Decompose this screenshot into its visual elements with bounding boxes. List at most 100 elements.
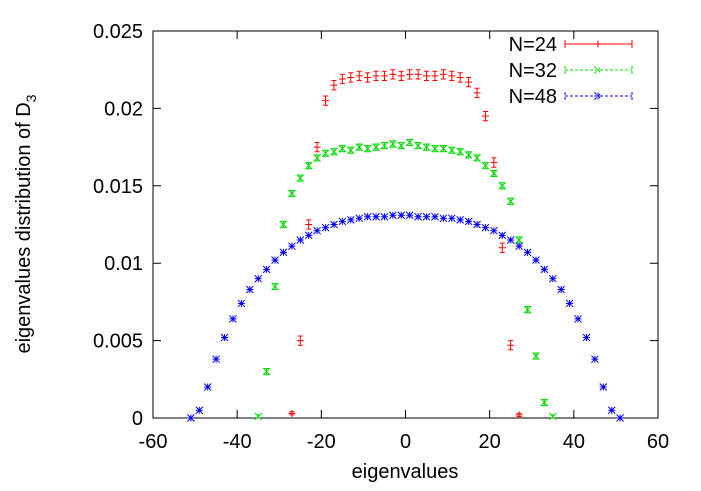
- data-point: [271, 256, 279, 264]
- y-tick-label: 0: [132, 408, 143, 430]
- legend-sample: [564, 40, 633, 48]
- data-point: [515, 242, 523, 251]
- data-point: [372, 212, 380, 221]
- data-point: [473, 154, 481, 162]
- data-point: [330, 220, 338, 229]
- y-tick-label: 0.01: [104, 253, 143, 275]
- data-point: [616, 414, 624, 422]
- data-point: [397, 141, 406, 150]
- data-point: [431, 212, 439, 221]
- data-point: [237, 299, 246, 308]
- data-point: [288, 409, 296, 417]
- data-point: [321, 149, 330, 158]
- x-tick-label: 40: [563, 431, 585, 453]
- data-point: [506, 197, 515, 206]
- data-point: [414, 69, 422, 80]
- data-point: [203, 383, 212, 391]
- data-point: [548, 274, 557, 283]
- data-point: [347, 72, 355, 83]
- data-point: [389, 69, 397, 80]
- data-point: [296, 335, 304, 346]
- data-point: [220, 333, 229, 342]
- data-point: [372, 70, 380, 82]
- data-point: [338, 217, 347, 226]
- data-point: [456, 72, 464, 83]
- data-point: [464, 150, 473, 159]
- data-point: [540, 398, 549, 407]
- data-point: [304, 231, 313, 240]
- data-point: [346, 216, 355, 224]
- data-point: [305, 219, 313, 230]
- data-point: [448, 70, 456, 82]
- data-point: [363, 212, 372, 221]
- data-point: [422, 212, 431, 221]
- data-point: [490, 226, 498, 235]
- data-point: [288, 242, 296, 251]
- data-point: [423, 70, 431, 82]
- data-point: [540, 265, 549, 274]
- x-axis-label: eigenvalues: [352, 461, 459, 483]
- data-point: [338, 144, 347, 153]
- data-point: [431, 70, 439, 82]
- data-point: [254, 274, 263, 283]
- data-point: [380, 212, 389, 221]
- data-point: [405, 211, 414, 220]
- data-point: [498, 242, 506, 253]
- data-point: [195, 406, 204, 415]
- data-point: [313, 141, 321, 153]
- data-point: [414, 212, 422, 221]
- data-point: [548, 412, 557, 421]
- y-tick-label: 0.015: [93, 176, 143, 198]
- data-point: [582, 333, 591, 342]
- data-point: [532, 352, 540, 360]
- x-tick-label: 0: [400, 431, 411, 453]
- data-point: [380, 141, 389, 150]
- plot-frame: [152, 30, 659, 419]
- data-point: [338, 73, 346, 85]
- y-tick-label: 0.025: [93, 21, 143, 43]
- data-point: [212, 355, 220, 364]
- legend-label: N=24: [509, 34, 557, 56]
- data-point: [245, 285, 254, 294]
- data-point: [473, 87, 481, 99]
- data-point: [187, 414, 195, 422]
- data-point: [296, 236, 305, 244]
- data-point: [414, 141, 422, 150]
- data-point: [355, 70, 363, 82]
- x-tick-label: -40: [223, 431, 252, 453]
- data-point: [473, 220, 481, 229]
- y-axis-label-main: eigenvalues distribution of D: [13, 102, 35, 353]
- data-point: [574, 315, 582, 323]
- data-point: [523, 248, 532, 257]
- data-point: [515, 411, 523, 419]
- y-tick-label: 0.02: [104, 98, 143, 120]
- data-point: [364, 72, 372, 83]
- data-point: [355, 143, 364, 151]
- data-point: [389, 140, 397, 148]
- data-point: [607, 406, 616, 415]
- data-point: [498, 231, 507, 240]
- legend-sample: [564, 92, 633, 100]
- legend-sample: [564, 66, 633, 74]
- data-point: [439, 214, 448, 223]
- data-point: [515, 236, 523, 244]
- legend-label: N=48: [509, 86, 557, 108]
- y-axis-label: eigenvalues distribution of D3: [13, 94, 39, 353]
- data-point: [262, 367, 271, 376]
- data-point: [456, 147, 465, 156]
- data-point: [397, 211, 406, 220]
- data-point: [532, 256, 540, 264]
- data-point: [397, 70, 405, 82]
- data-point: [304, 161, 313, 170]
- data-point: [481, 110, 489, 122]
- data-point: [229, 315, 237, 323]
- x-tick-label: 60: [647, 431, 669, 453]
- x-tick-label: 20: [479, 431, 501, 453]
- data-point: [355, 214, 364, 223]
- data-point: [363, 144, 372, 153]
- data-point: [465, 76, 473, 88]
- data-point: [464, 217, 473, 226]
- data-point: [481, 223, 490, 232]
- legend-label: N=32: [509, 60, 557, 82]
- data-point: [490, 169, 498, 178]
